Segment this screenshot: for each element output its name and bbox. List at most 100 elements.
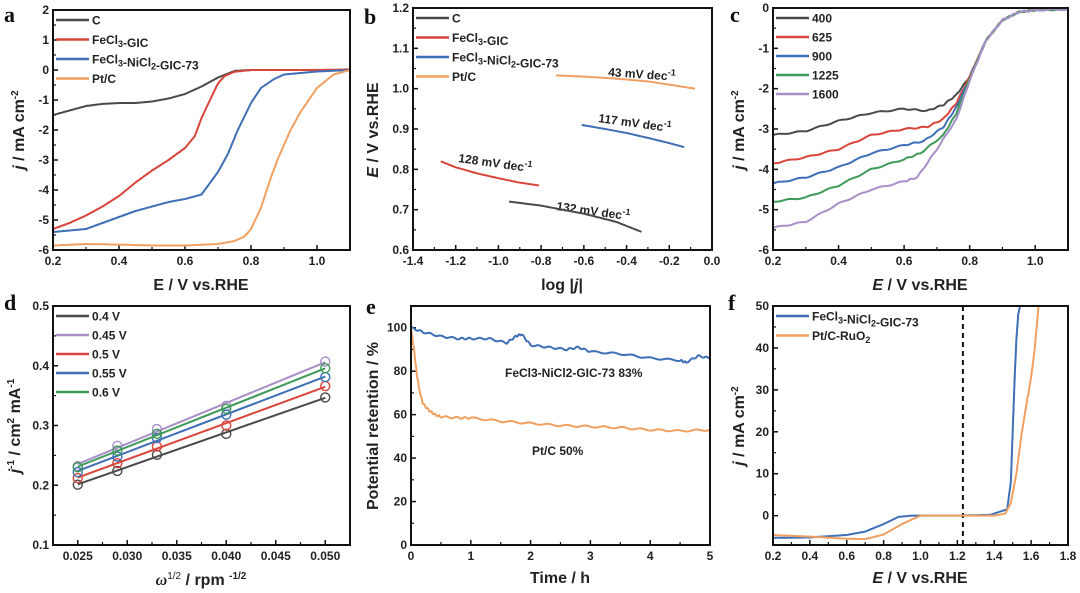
legend-label: 1225: [812, 69, 839, 83]
annotation-b-117: 117 mV dec-1: [598, 109, 673, 135]
y-tick-label: 1.2: [392, 1, 409, 15]
panel-c: 0.2 0.4 0.6 0.8 1.0 -6 -5 -4 -3 -2 -1 0 400 625 900 122…: [758, 1, 1069, 268]
x-tick-label: 0.025: [63, 549, 93, 563]
panel-label-c: c: [730, 2, 740, 27]
data-point: [72, 466, 83, 478]
data-point: [320, 362, 331, 374]
y-tick-label: -3: [758, 122, 769, 136]
y-tick-label: 0: [762, 1, 769, 15]
legend-label: FeCl3-NiCl2-GIC-73: [812, 310, 919, 330]
y-tick-label: -2: [38, 123, 49, 137]
x-tick-label: 0.050: [310, 549, 340, 563]
x-tick-label: 0.0: [704, 254, 721, 268]
legend-c: 400 625 900 1225 1600: [776, 12, 839, 102]
series-line-Pt-C: [411, 327, 710, 433]
x-axis-label-a: E / V vs.RHE: [153, 277, 248, 294]
y-tick-label: 1.0: [392, 82, 409, 96]
data-point: [72, 479, 83, 490]
legend-label: 0.6 V: [92, 386, 120, 400]
y-tick-label: 0.4: [32, 359, 49, 373]
panel-a: 0.2 0.4 0.6 0.8 1.0 -6 -5 -4 -3 -2 -1 0 1 2 C FeCl3-GIC…: [38, 3, 351, 268]
y-tick-label: 0.5: [32, 299, 49, 313]
y-tick-label: 20: [756, 425, 770, 439]
y-tick-label: 80: [394, 364, 408, 378]
x-axis-label-f-rest: / V vs.RHE: [883, 570, 968, 587]
x-tick-label: 1.8: [1060, 549, 1077, 563]
x-tick-label: 4: [647, 549, 654, 563]
y-tick-label: 0.3: [32, 419, 49, 433]
y-axis-label-f-rest: / mA cm: [731, 395, 748, 461]
legend-label: Pt/C: [452, 70, 476, 84]
y-axis-label-e: Potential retention / %: [365, 342, 382, 510]
x-tick-label: -0.8: [531, 254, 552, 268]
data-point: [320, 356, 331, 367]
y-tick-label: 0.2: [32, 478, 49, 492]
x-tick-label: 1.0: [309, 254, 326, 268]
y-axis-label-c-rest: / mA cm: [731, 99, 748, 165]
x-axis-label-d: ω1/2 / rpm -1/2: [156, 571, 247, 589]
panel-b: -1.4 -1.2 -1.0 -0.8 -0.6 -0.4 -0.2 0.0 0.6 0.7 0.8…: [392, 1, 720, 268]
y-axis-label-a: j / mA cm-2: [10, 90, 28, 172]
y-axis-label-c-main: j: [731, 165, 748, 172]
series-line-Pt-C-RuO2: [773, 306, 1040, 541]
x-tick-label: 1.2: [949, 549, 966, 563]
series-line-FeCl3-NiCl2-GIC-73: [411, 326, 710, 364]
axes-frame: [410, 305, 711, 546]
legend-label: 900: [812, 50, 832, 64]
y-axis-label-b: E / V vs.RHE: [365, 82, 382, 177]
y-tick-label: -1: [38, 93, 49, 107]
plot-area-c: [773, 8, 1068, 229]
x-tick-label: 0.8: [243, 254, 260, 268]
fit-line-0.4-V: [77, 396, 326, 486]
fit-line-0.5-V: [77, 385, 326, 479]
y-tick-label: -2: [758, 82, 769, 96]
legend-label: 400: [812, 12, 832, 26]
y-axis-label-d-sup3: -1: [6, 378, 17, 387]
panel-label-d: d: [4, 290, 16, 315]
data-point: [320, 380, 331, 392]
fit-line-0.45-V: [77, 361, 326, 465]
x-tick-label: 5: [707, 549, 714, 563]
y-tick-label: -6: [758, 243, 769, 257]
plot-area-e: [411, 326, 710, 433]
x-tick-label: 1.0: [1027, 254, 1044, 268]
y-tick-label: -4: [758, 162, 769, 176]
annotation-b-128-sup: -1: [524, 158, 533, 169]
series-line-1600: [773, 8, 1068, 229]
x-axis-label-e: Time / h: [530, 570, 590, 587]
y-tick-label: 0: [400, 538, 407, 552]
series-line-FeCl3-GIC: [53, 68, 350, 230]
axes-frame: [52, 305, 351, 546]
x-axis-label-f: E / V vs.RHE: [872, 570, 967, 587]
x-axis-label-b-pre: log |: [541, 277, 574, 294]
x-tick-label: 2: [527, 549, 534, 563]
panel-d: 0.025 0.030 0.035 0.040 0.045 0.050 0.1 0.2 0.3 0…: [32, 299, 351, 563]
y-tick-label: -1: [758, 41, 769, 55]
annotation-e-gic: FeCl3-NiCl2-GIC-73 83%: [505, 366, 643, 380]
y-tick-label: 10: [756, 467, 770, 481]
panel-label-b: b: [364, 4, 376, 29]
legend-label: FeCl3-NiCl2-GIC-73: [92, 53, 199, 73]
annotation-b-132-sup: -1: [622, 206, 631, 217]
y-axis-label-a-sup: -2: [10, 90, 21, 99]
y-tick-label: -3: [38, 153, 49, 167]
y-axis-label-b-rest: / V vs.RHE: [365, 82, 382, 167]
x-tick-label: -1.4: [403, 254, 424, 268]
annotation-b-117-sup: -1: [663, 118, 672, 129]
panel-f: 0.2 0.4 0.6 0.8 1.0 1.2 1.4 1.6 1.8 0 10 20 30 40 50 Fe…: [756, 299, 1077, 563]
x-tick-label: 1.6: [1023, 549, 1040, 563]
data-point: [151, 432, 163, 444]
legend-label: Pt/C-RuO2: [812, 329, 870, 345]
x-axis-label-f-it: E: [872, 570, 884, 587]
y-tick-label: 40: [756, 341, 770, 355]
data-point: [221, 403, 232, 414]
series-line-Pt-C: [556, 74, 696, 90]
data-point: [221, 409, 232, 420]
legend-label: C: [452, 12, 461, 26]
x-tick-label: 0.4: [830, 254, 847, 268]
legend-label: 1600: [812, 88, 839, 102]
axes-frame: [412, 7, 713, 251]
data-point: [112, 465, 123, 477]
y-axis-label-f-main: j: [731, 461, 748, 468]
